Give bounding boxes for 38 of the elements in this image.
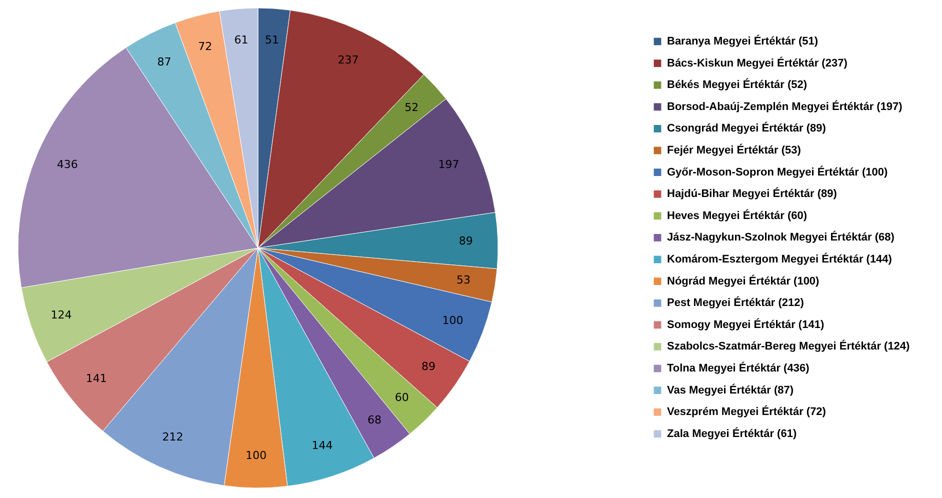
- legend-label: Nógrád Megyei Értéktár (100): [667, 274, 820, 288]
- legend-label: Vas Megyei Értéktár (87): [667, 383, 794, 396]
- data-label: 100: [442, 314, 464, 328]
- data-label: 61: [234, 34, 248, 47]
- legend-label: Heves Megyei Értéktár (60): [667, 208, 808, 222]
- legend-label: Veszprém Megyei Értéktár (72): [667, 405, 826, 418]
- data-label: 68: [367, 413, 382, 426]
- legend-label: Győr-Moson-Sopron Megyei Értéktár (100): [667, 165, 888, 178]
- data-label: 72: [198, 40, 212, 53]
- data-label: 51: [265, 33, 280, 46]
- legend-label: Bács-Kiskun Megyei Értéktár (237): [667, 56, 848, 70]
- legend-label: Zala Megyei Értéktár (61): [667, 426, 797, 440]
- legend-label: Tolna Megyei Értéktár (436): [667, 362, 810, 374]
- data-label: 436: [56, 158, 78, 171]
- legend-label: Hajdú-Bihar Megyei Értéktár (89): [667, 187, 838, 200]
- data-label: 60: [394, 391, 409, 404]
- legend-label: Komárom-Esztergom Megyei Értéktár (144): [667, 252, 892, 266]
- legend-label: Szabolcs-Szatmár-Bereg Megyei Értéktár (124): [667, 340, 910, 353]
- legend-label: Somogy Megyei Értéktár (141): [667, 318, 824, 331]
- data-label: 53: [456, 274, 470, 286]
- data-label: 89: [458, 234, 473, 248]
- legend-label: Baranya Megyei Értéktár (51): [667, 34, 818, 48]
- data-label: 89: [422, 360, 436, 374]
- legend-label: Békés Megyei Értéktár (52): [667, 78, 808, 92]
- data-label: 144: [312, 438, 333, 452]
- data-label: 87: [157, 55, 172, 68]
- data-label: 100: [246, 448, 267, 462]
- legend-label: Jász-Nagykun-Szolnok Megyei Értéktár (68): [667, 230, 895, 244]
- data-label: 212: [162, 430, 184, 444]
- data-label: 197: [438, 158, 460, 172]
- legend-label: Pest Megyei Értéktár (212): [667, 296, 804, 310]
- data-label: 124: [50, 308, 72, 322]
- data-label: 141: [86, 372, 107, 385]
- legend-label: Borsod-Abaúj-Zemplén Megyei Értéktár (197): [667, 100, 903, 113]
- data-label: 52: [404, 100, 419, 114]
- legend-label: Fejér Megyei Értéktár (53): [667, 144, 802, 156]
- data-label: 237: [338, 54, 359, 67]
- legend-label: Csongrád Megyei Értéktár (89): [667, 122, 826, 135]
